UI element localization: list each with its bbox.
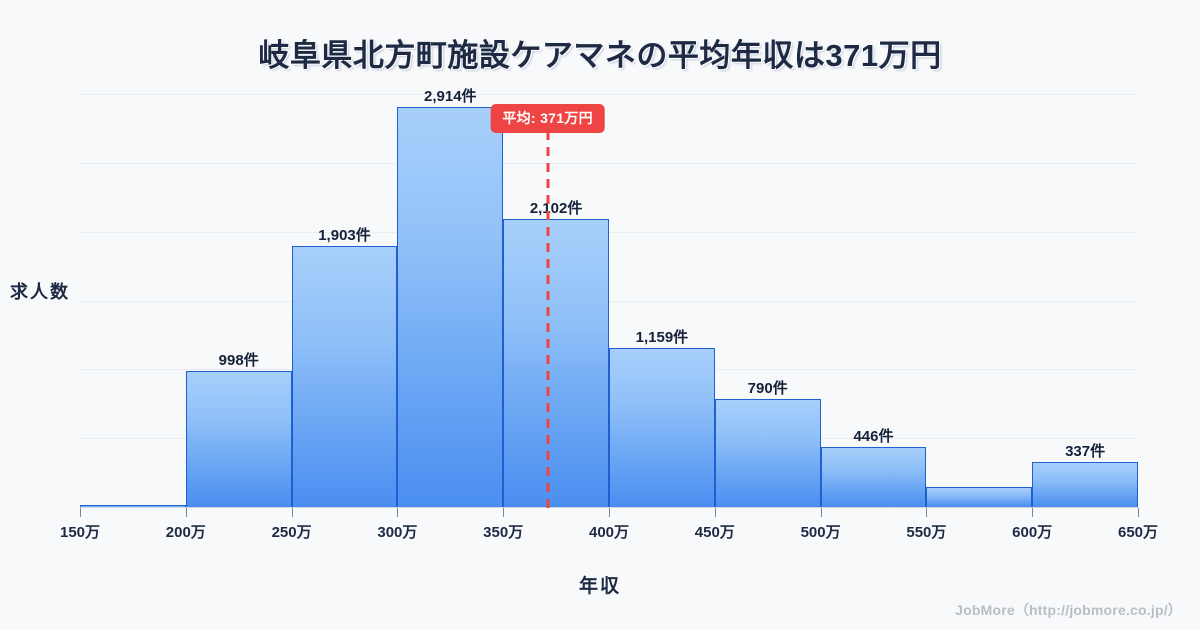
gridline <box>80 231 1138 233</box>
x-axis-tick <box>1138 508 1139 517</box>
gridline <box>80 94 1138 95</box>
x-axis-tick <box>926 508 928 517</box>
bar <box>185 370 292 508</box>
x-axis-tick-label: 550万 <box>906 524 947 541</box>
bar-value-label: 790件 <box>747 380 788 398</box>
bar <box>926 487 1033 508</box>
x-axis-tick-label: 250万 <box>271 524 312 541</box>
x-axis-tick-label: 150万 <box>59 524 101 541</box>
footer-watermark: JobMore（http://jobmore.co.jp/） <box>955 602 1182 618</box>
y-axis-title: 求人数 <box>10 282 70 302</box>
bar-value-label: 337件 <box>1065 442 1106 460</box>
bar <box>291 246 398 508</box>
bar-value-label: 998件 <box>218 351 259 369</box>
bar <box>714 399 821 508</box>
x-axis-tick <box>80 508 81 517</box>
x-axis-tick <box>397 508 399 517</box>
average-line <box>546 131 550 509</box>
bar-series <box>80 95 1138 508</box>
bar-value-label: 1,903件 <box>318 227 371 245</box>
bar <box>503 218 609 508</box>
bar <box>1032 461 1138 508</box>
bar-value-label: 1,159件 <box>635 329 689 347</box>
x-axis-tick-label: 200万 <box>165 524 206 541</box>
x-axis-tick-label: 450万 <box>694 524 735 541</box>
x-axis-tick-label: 650万 <box>1117 524 1159 541</box>
bar <box>609 348 715 508</box>
gridline <box>80 300 1138 302</box>
bar-value-label: 2,102件 <box>529 199 583 217</box>
axis-baseline <box>80 507 1138 508</box>
x-axis-tick <box>609 508 610 517</box>
x-axis-tick <box>503 508 505 517</box>
x-axis-tick-label: 400万 <box>588 524 630 541</box>
bar <box>820 446 927 508</box>
x-axis-tick <box>1032 508 1034 517</box>
x-axis-tick <box>820 508 822 517</box>
gridline <box>80 162 1138 164</box>
x-axis-tick-label: 300万 <box>377 524 418 541</box>
average-badge: 平均: 371万円 <box>490 104 605 133</box>
x-axis-tick-label: 500万 <box>800 524 841 541</box>
bar-value-label: 446件 <box>853 427 894 445</box>
x-axis-tick-label: 600万 <box>1012 524 1053 541</box>
x-axis-tick <box>291 508 293 517</box>
x-axis-tick <box>714 508 716 517</box>
chart-title: 岐阜県北方町施設ケアマネの平均年収は371万円 <box>258 38 942 73</box>
bar <box>397 106 504 508</box>
plot-area <box>80 94 1138 508</box>
bar-value-label: 2,914件 <box>424 87 477 105</box>
x-axis-tick-label: 350万 <box>483 524 524 541</box>
x-axis-title: 年収 <box>578 576 621 597</box>
x-axis-tick <box>185 508 187 517</box>
